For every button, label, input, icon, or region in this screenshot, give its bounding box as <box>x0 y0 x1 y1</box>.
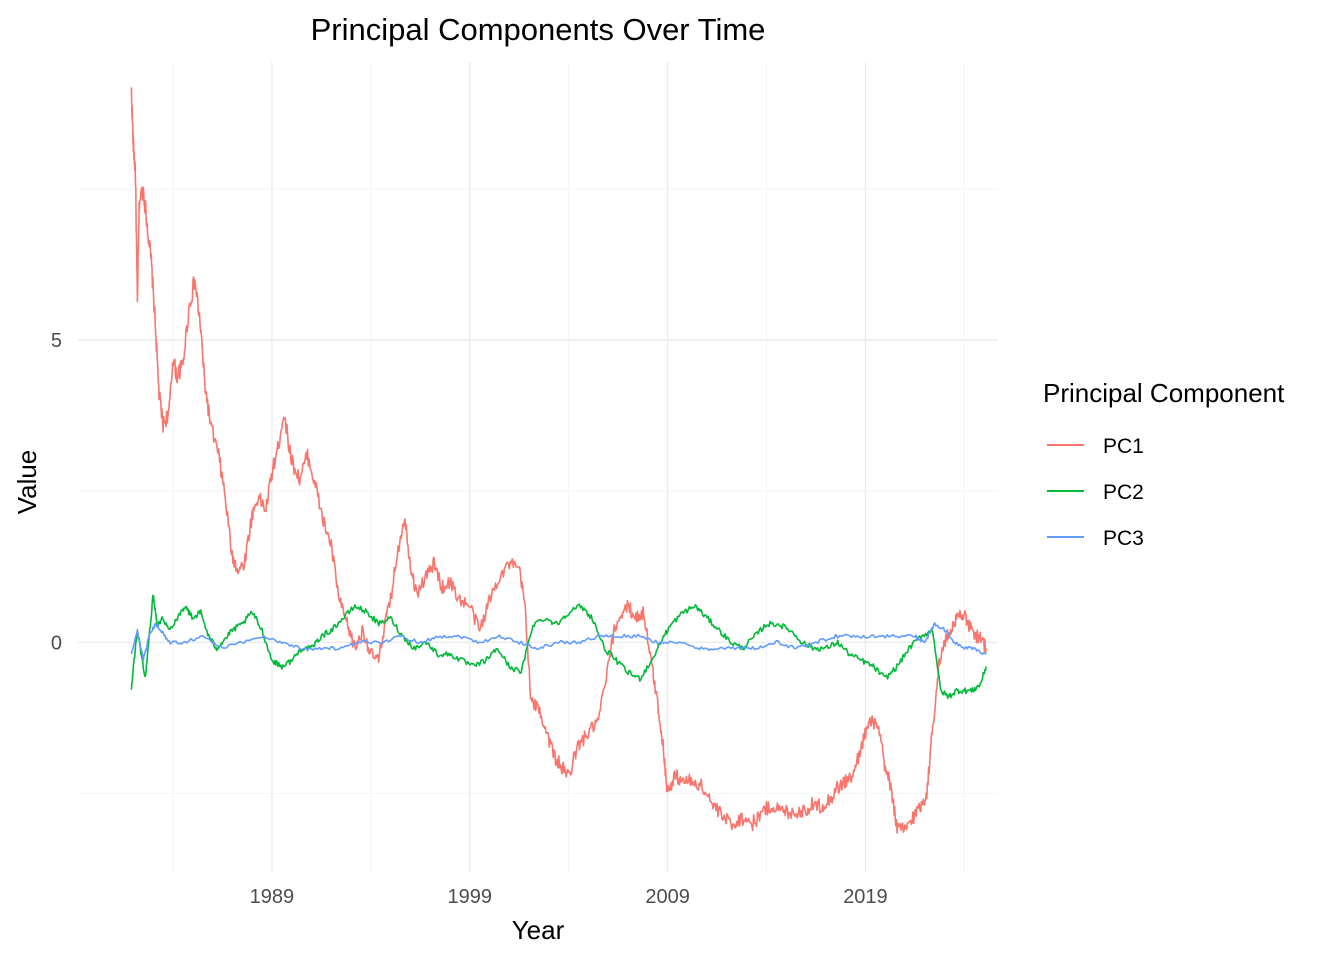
series-layer <box>130 87 987 834</box>
y-tick-label: 0 <box>51 632 62 654</box>
legend-item-pc3: PC3 <box>1047 527 1144 550</box>
legend-label: PC3 <box>1103 527 1144 550</box>
x-tick-label: 2019 <box>843 886 888 908</box>
series-line-pc1 <box>130 87 987 834</box>
series-line-pc3 <box>130 622 987 661</box>
legend-label: PC1 <box>1103 435 1144 458</box>
series-line-pc2 <box>130 594 987 699</box>
x-axis-title: Year <box>512 915 565 945</box>
x-tick-label: 1999 <box>447 886 492 908</box>
legend: Principal Component PC1 PC2 PC3 <box>1043 378 1285 550</box>
legend-item-pc1: PC1 <box>1047 435 1144 458</box>
legend-item-pc2: PC2 <box>1047 481 1144 504</box>
y-axis-ticks: 05 <box>51 330 62 654</box>
x-tick-label: 1989 <box>250 886 295 908</box>
y-axis-title: Value <box>12 450 42 515</box>
x-tick-label: 2009 <box>645 886 690 908</box>
legend-label: PC2 <box>1103 481 1144 504</box>
y-tick-label: 5 <box>51 330 62 352</box>
chart-title: Principal Components Over Time <box>311 12 766 47</box>
x-axis-ticks: 1989 1999 2009 2019 <box>250 886 888 908</box>
legend-title: Principal Component <box>1043 378 1285 408</box>
